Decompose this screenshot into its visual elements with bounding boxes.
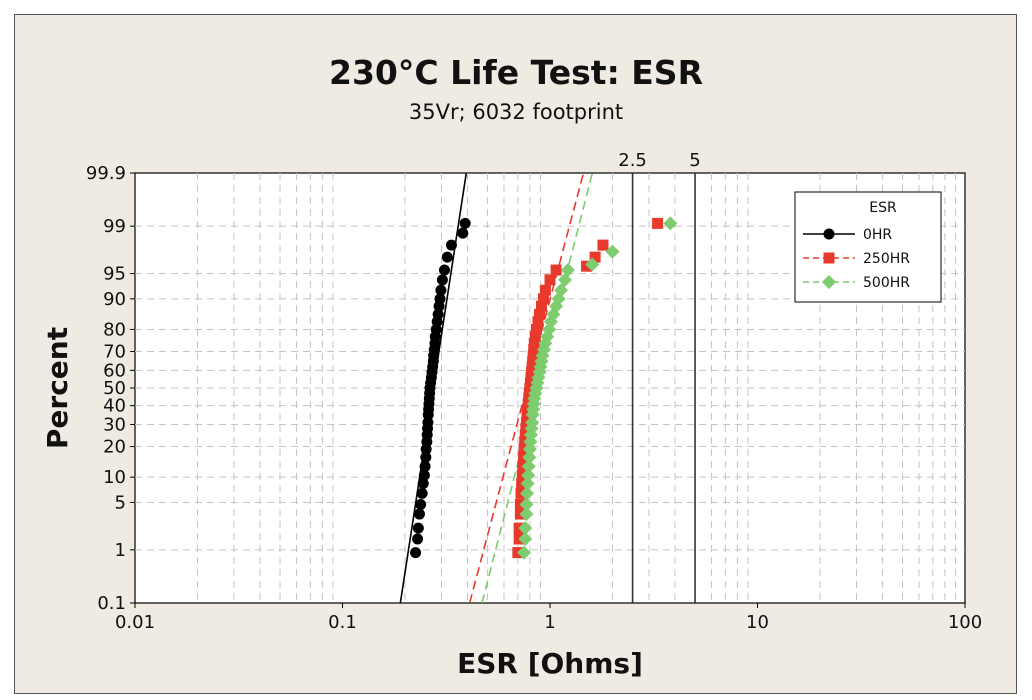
data-point: [520, 486, 535, 501]
y-tick-label: 90: [103, 289, 126, 310]
data-point: [420, 451, 432, 463]
data-point: [419, 460, 431, 472]
data-point: [528, 337, 540, 349]
fit-line-250hr: [468, 173, 585, 603]
data-point: [416, 487, 428, 499]
x-tick-label: 10: [746, 612, 769, 633]
data-point: [589, 251, 601, 263]
y-tick-label: 10: [103, 467, 126, 488]
tick-labels: 0.01 0.1 1 10 1000.1151020304050607080909599…: [86, 163, 982, 633]
data-point: [412, 522, 424, 534]
data-point: [526, 361, 538, 373]
data-point: [585, 257, 600, 272]
y-tick-label: 80: [103, 319, 126, 340]
x-tick-label: 1: [544, 612, 555, 633]
data-point: [533, 308, 545, 320]
legend: ESR 0HR 250HR 500HR: [794, 191, 942, 303]
data-point: [537, 293, 549, 305]
legend-box: [794, 191, 942, 303]
data-points: [410, 216, 678, 560]
y-tick-label: 5: [115, 492, 126, 513]
data-point: [436, 274, 448, 286]
data-point: [539, 284, 551, 296]
x-tick-label: 100: [948, 612, 982, 633]
data-point: [581, 260, 593, 272]
data-point: [415, 499, 427, 511]
data-point: [418, 469, 430, 481]
legend-marker: [823, 252, 835, 264]
reference-line-label: 5: [689, 150, 700, 171]
legend-marker: [823, 228, 835, 240]
data-point: [536, 300, 548, 312]
data-point: [432, 308, 444, 320]
data-point: [445, 239, 457, 251]
data-point: [597, 239, 609, 251]
data-point: [520, 476, 535, 491]
data-point: [522, 450, 537, 465]
data-point: [518, 521, 533, 536]
data-point: [457, 227, 469, 239]
reference-lines: 2.5 5: [618, 150, 701, 603]
data-point: [560, 263, 575, 278]
y-tick-label: 95: [103, 264, 126, 285]
chart: 230°C Life Test: ESR 35Vr; 6032 footprin…: [41, 53, 982, 680]
data-point: [525, 415, 540, 430]
data-point: [663, 216, 678, 231]
y-tick-label: 70: [103, 342, 126, 363]
data-point: [435, 284, 447, 296]
data-point: [441, 251, 453, 263]
data-point: [528, 343, 540, 355]
y-tick-label: 99.9: [86, 163, 126, 184]
legend-marker: [822, 275, 836, 289]
y-tick-label: 99: [103, 216, 126, 237]
y-tick-label: 30: [103, 414, 126, 435]
data-point: [554, 283, 569, 298]
x-tick-label: 0.1: [328, 612, 357, 633]
legend-label: 0HR: [863, 227, 892, 243]
y-axis-title: Percent: [41, 327, 74, 449]
x-tick-label: 0.01: [115, 612, 155, 633]
data-point: [518, 531, 533, 546]
data-point: [532, 316, 544, 328]
chart-subtitle: 35Vr; 6032 footprint: [409, 100, 623, 124]
reference-line-label: 2.5: [618, 150, 647, 171]
data-point: [417, 477, 429, 489]
legend-label: 500HR: [863, 275, 910, 291]
data-point: [521, 459, 536, 474]
data-point: [434, 293, 446, 305]
data-point: [413, 508, 425, 520]
y-tick-label: 1: [115, 540, 126, 561]
chart-title: 230°C Life Test: ESR: [329, 53, 703, 92]
legend-title: ESR: [869, 200, 897, 216]
y-tick-label: 0.1: [97, 593, 126, 614]
data-point: [521, 468, 536, 483]
data-point: [438, 264, 450, 276]
y-tick-label: 40: [103, 396, 126, 417]
data-point: [550, 264, 562, 276]
data-point: [410, 547, 422, 559]
x-axis-title: ESR [Ohms]: [457, 647, 643, 680]
y-tick-label: 50: [103, 378, 126, 399]
series-0hr: [410, 217, 471, 559]
data-point: [519, 497, 534, 512]
data-point: [459, 217, 471, 229]
legend-label: 250HR: [863, 251, 910, 267]
chart-frame: 230°C Life Test: ESR 35Vr; 6032 footprin…: [14, 14, 1017, 694]
data-point: [652, 217, 664, 229]
y-tick-label: 60: [103, 360, 126, 381]
data-point: [605, 244, 620, 259]
data-point: [517, 545, 532, 560]
data-point: [529, 331, 541, 343]
y-tick-label: 20: [103, 437, 126, 458]
grid: [135, 173, 965, 603]
data-point: [527, 355, 539, 367]
data-point: [544, 274, 556, 286]
series-500hr: [517, 216, 678, 560]
fit-line-500hr: [481, 173, 594, 603]
data-point: [530, 323, 542, 335]
data-point: [527, 349, 539, 361]
data-point: [519, 507, 534, 522]
data-point: [412, 533, 424, 545]
